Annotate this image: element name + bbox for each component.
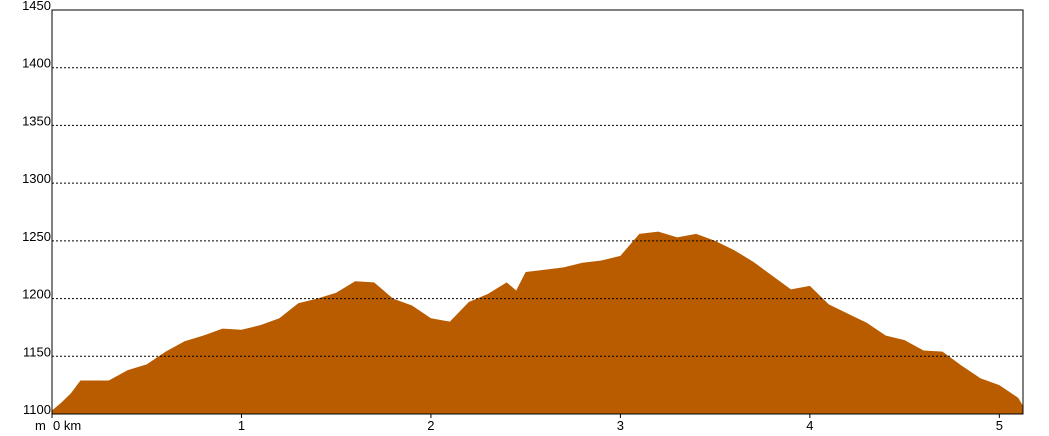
plot-frame — [51, 9, 1024, 415]
y-tick-label: 1450 — [22, 0, 51, 13]
y-tick-label: 1100 — [23, 402, 51, 417]
x-tick-label: 0 km — [53, 418, 81, 433]
x-tick-label: 4 — [806, 418, 813, 433]
x-tick-label: 5 — [996, 418, 1003, 433]
x-tick-label: 1 — [238, 418, 245, 433]
y-tick-label: 1250 — [22, 229, 51, 244]
y-tick-label: 1400 — [22, 56, 51, 71]
y-unit-label: m — [35, 418, 46, 433]
elevation-area — [52, 231, 1023, 414]
x-tick-label: 3 — [617, 418, 624, 433]
y-tick-label: 1350 — [22, 113, 51, 128]
y-tick-label: 1200 — [22, 287, 51, 302]
y-tick-label: 1150 — [23, 344, 51, 359]
x-tick-label: 2 — [427, 418, 434, 433]
y-tick-label: 1300 — [22, 171, 51, 186]
